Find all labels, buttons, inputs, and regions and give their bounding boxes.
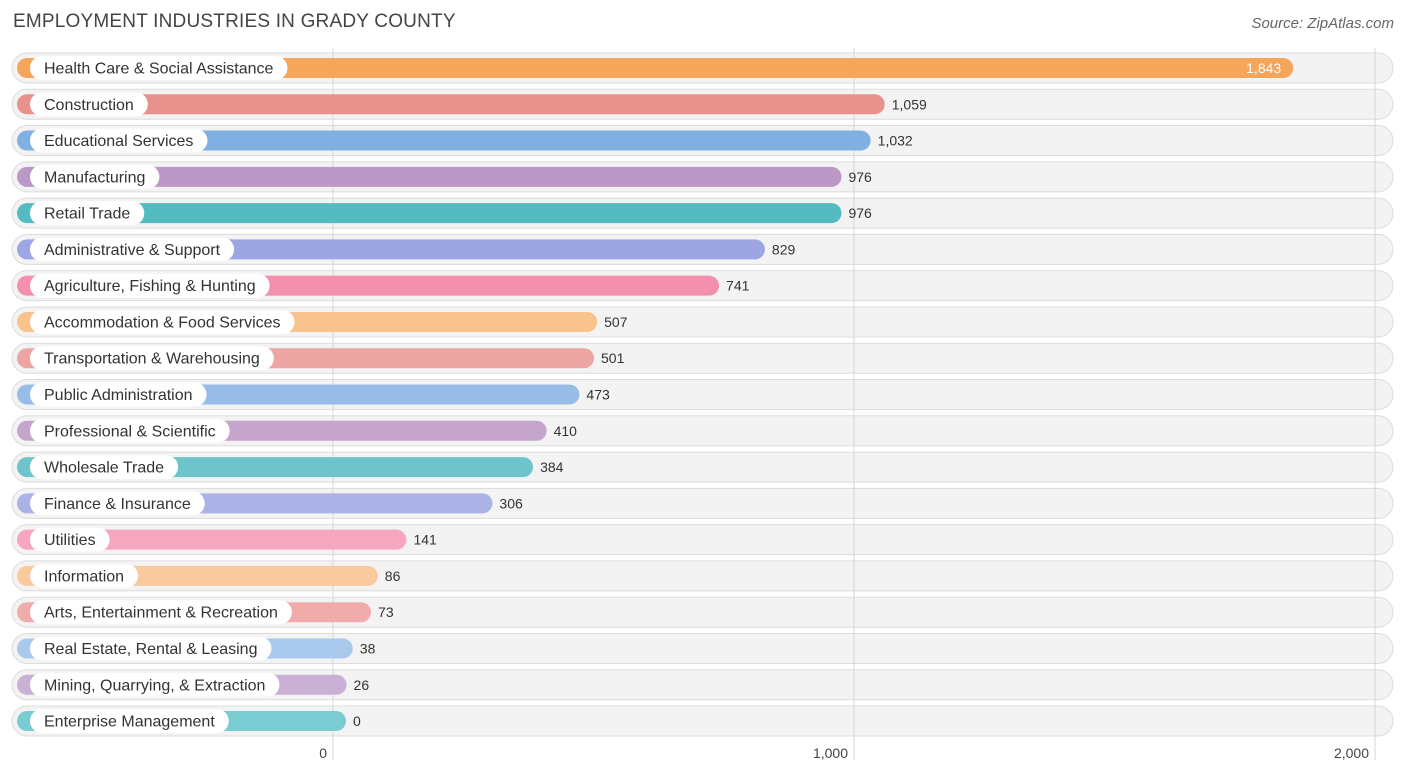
value-label: 1,059: [892, 96, 927, 112]
category-label-pill: [30, 491, 205, 516]
value-label: 976: [848, 205, 872, 221]
category-label: Accommodation & Food Services: [44, 314, 281, 331]
bar: [17, 58, 1294, 78]
row-background: [11, 705, 1394, 737]
x-tick-label: 0: [319, 745, 327, 761]
value-label: 141: [413, 532, 437, 548]
category-label-pill: [30, 237, 235, 262]
value-label: 384: [540, 459, 564, 475]
value-label: 38: [360, 640, 376, 656]
bar: [17, 166, 842, 187]
x-tick-label: 2,000: [1334, 745, 1369, 761]
category-label-pill: [30, 527, 110, 552]
category-label: Enterprise Management: [44, 714, 215, 731]
category-label-pill: [30, 309, 295, 334]
value-label: 507: [604, 314, 628, 330]
value-label: 0: [353, 713, 361, 729]
category-label-pill: [30, 92, 148, 117]
category-label-pill: [30, 164, 160, 189]
value-label: 741: [726, 278, 750, 294]
source-note: Source: ZipAtlas.com: [1251, 15, 1394, 32]
category-label: Administrative & Support: [44, 242, 221, 259]
value-label: 73: [378, 604, 394, 620]
category-label: Retail Trade: [44, 206, 130, 223]
category-label-pill: [30, 636, 272, 661]
category-label-pill: [30, 600, 292, 625]
category-label: Construction: [44, 97, 134, 114]
value-label: 829: [772, 241, 796, 257]
category-label: Utilities: [44, 532, 96, 549]
bar: [17, 130, 871, 151]
value-label: 306: [499, 495, 523, 511]
category-label-pill: [30, 128, 208, 153]
bar: [17, 94, 885, 115]
category-label-pill: [30, 346, 274, 371]
category-label: Manufacturing: [44, 169, 145, 186]
value-label: 473: [586, 387, 610, 403]
category-label-pill: [30, 709, 229, 734]
value-label: 1,032: [878, 133, 913, 149]
value-label: 976: [848, 169, 872, 185]
category-label-pill: [30, 382, 207, 407]
bar: [17, 203, 842, 224]
category-label: Arts, Entertainment & Recreation: [44, 605, 278, 622]
category-label: Wholesale Trade: [44, 460, 164, 477]
category-label-pill: [30, 273, 270, 298]
category-label: Mining, Quarrying, & Extraction: [44, 677, 265, 694]
category-label: Health Care & Social Assistance: [44, 61, 274, 78]
value-label: 1,843: [1246, 60, 1281, 76]
category-label: Professional & Scientific: [44, 423, 216, 440]
category-label: Information: [44, 568, 124, 585]
value-label: 501: [601, 350, 625, 366]
row-background: [11, 632, 1394, 664]
category-label-pill: [30, 455, 179, 480]
row-background: [11, 669, 1394, 701]
bar: [17, 529, 407, 550]
category-label-pill: [30, 672, 280, 697]
value-label: 410: [554, 423, 578, 439]
x-tick-label: 1,000: [813, 745, 848, 761]
x-axis: 0 1,000 2,000: [319, 745, 1369, 761]
category-label: Real Estate, Rental & Leasing: [44, 641, 257, 658]
category-label-pill: [30, 56, 288, 80]
category-label-pill: [30, 201, 145, 226]
value-label: 86: [385, 568, 401, 584]
category-label: Transportation & Warehousing: [44, 351, 260, 368]
category-label-pill: [30, 563, 139, 588]
category-label: Educational Services: [44, 133, 193, 150]
bars: Health Care & Social Assistance 1,843 Cons…: [17, 56, 1294, 734]
chart-title: EMPLOYMENT INDUSTRIES IN GRADY COUNTY: [13, 11, 456, 32]
category-label: Finance & Insurance: [44, 496, 191, 513]
category-label-pill: [30, 418, 230, 443]
value-label: 26: [354, 677, 370, 693]
category-label: Agriculture, Fishing & Hunting: [44, 278, 256, 295]
category-label: Public Administration: [44, 387, 193, 404]
